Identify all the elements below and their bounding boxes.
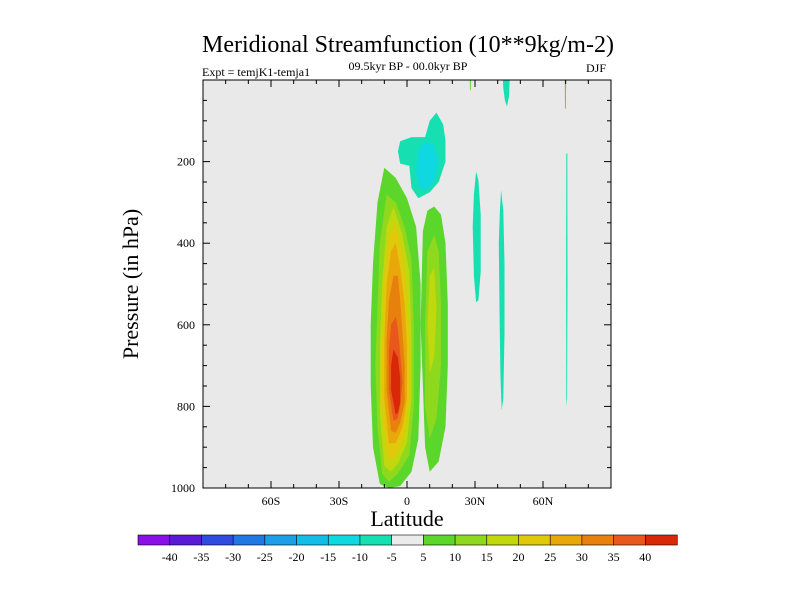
colorbar-label: 15 [481, 550, 493, 564]
colorbar-label: -20 [289, 550, 305, 564]
colorbar-swatch [518, 534, 551, 546]
colorbar-label: 5 [420, 550, 426, 564]
colorbar-swatch [232, 534, 266, 546]
colorbar-label: -15 [320, 550, 336, 564]
contour-negative-cell-level-10 [416, 141, 439, 191]
colorbar-swatch [486, 534, 520, 546]
colorbar-swatch [391, 534, 424, 546]
colorbar-label: -5 [387, 550, 397, 564]
colorbar-swatch [454, 534, 488, 546]
colorbar-swatch [201, 534, 234, 546]
season-label: DJF [586, 61, 606, 75]
colorbar-swatch [169, 534, 203, 546]
y-tick-label: 400 [177, 236, 195, 250]
contour-negative-top-44n [502, 80, 510, 107]
y-axis-label: Pressure (in hPa) [118, 209, 143, 359]
contour-positive-sliver-28n [469, 80, 471, 91]
y-tick-label: 800 [177, 399, 195, 413]
contour-negative-band-28n [472, 171, 481, 303]
x-tick-label: 30S [330, 494, 349, 508]
colorbar-swatch [137, 534, 171, 546]
y-tick-label: 1000 [171, 481, 195, 495]
y-tick-label: 600 [177, 318, 195, 332]
colorbar-label: -25 [257, 550, 273, 564]
colorbar-swatch [644, 534, 678, 546]
colorbar: -40 -35 -30 -25 -20 -15 -10 -5 5 10 15 20 25 30 35 40 [137, 534, 678, 564]
x-tick-label: 60N [533, 494, 554, 508]
colorbar-swatch [613, 534, 646, 546]
colorbar-swatch [296, 534, 329, 546]
chart-title: Meridional Streamfunction (10**9kg/m-2) [202, 32, 614, 58]
colorbar-swatch [581, 534, 615, 546]
axis-ticks: 200 400 600 800 1000 60S 30S 0 30N 60N [171, 80, 611, 508]
colorbar-label: 35 [608, 550, 620, 564]
contour-negative-band-42n [498, 190, 505, 411]
colorbar-label: -35 [193, 550, 209, 564]
x-axis-label: Latitude [370, 506, 443, 531]
period-label: 09.5kyr BP - 00.0kyr BP [349, 59, 468, 73]
colorbar-swatch [359, 534, 393, 546]
colorbar-label: -30 [225, 550, 241, 564]
contour-layer [370, 80, 568, 488]
colorbar-label: 25 [544, 550, 556, 564]
colorbar-label: -10 [352, 550, 368, 564]
x-tick-label: 60S [262, 494, 281, 508]
colorbar-label: 20 [513, 550, 525, 564]
colorbar-label: -40 [162, 550, 178, 564]
colorbar-swatch [423, 534, 456, 546]
experiment-label: Expt = temjK1-temja1 [202, 65, 310, 79]
colorbar-label: 10 [449, 550, 461, 564]
contour-positive-cell-level-40 [391, 349, 401, 415]
colorbar-label: 40 [639, 550, 651, 564]
colorbar-label: 30 [576, 550, 588, 564]
contour-negative-line-71n [566, 153, 568, 407]
colorbar-swatch [264, 534, 298, 546]
x-tick-label: 0 [404, 494, 410, 508]
colorbar-swatch [327, 534, 361, 546]
contour-positive-cell-level-15-north [427, 267, 437, 374]
x-tick-label: 30N [465, 494, 486, 508]
colorbar-swatch [549, 534, 583, 546]
y-tick-label: 200 [177, 155, 195, 169]
contour-positive-line-70n [564, 80, 567, 109]
